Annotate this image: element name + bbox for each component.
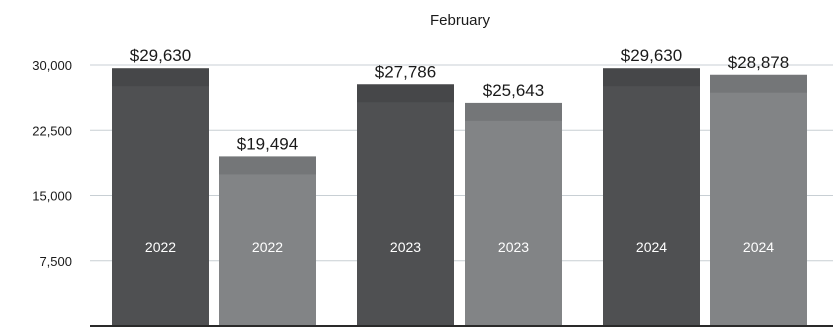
bar <box>603 68 700 327</box>
bar <box>357 84 454 326</box>
bar-top-shade <box>112 68 209 87</box>
bar-top-shade <box>603 68 700 87</box>
category-label: 2022 <box>252 239 283 255</box>
data-label: $19,494 <box>237 134 298 153</box>
category-label: 2024 <box>743 239 774 255</box>
bars: $29,630 2022 $19,494 2022 $27,786 2023 $25,643… <box>112 46 807 327</box>
bar-top-shade <box>710 74 807 93</box>
category-label: 2023 <box>498 239 529 255</box>
bar-top-shade <box>465 102 562 121</box>
grid-lines <box>90 64 833 262</box>
data-label: $29,630 <box>130 46 191 65</box>
bar <box>710 74 807 326</box>
y-tick-label: 7,500 <box>39 254 72 269</box>
chart-title: February <box>430 12 491 29</box>
data-label: $27,786 <box>375 62 436 81</box>
bar-top-shade <box>219 156 316 175</box>
y-tick-label: 22,500 <box>32 123 72 138</box>
category-label: 2022 <box>145 239 176 255</box>
y-tick-label: 30,000 <box>32 58 72 73</box>
category-label: 2024 <box>636 239 667 255</box>
bar <box>112 68 209 327</box>
data-label: $28,878 <box>728 53 789 72</box>
bar-top-shade <box>357 84 454 103</box>
y-tick-label: 15,000 <box>32 189 72 204</box>
category-label: 2023 <box>390 239 421 255</box>
data-label: $25,643 <box>483 81 544 100</box>
y-axis-ticks: 7,500 15,000 22,500 30,000 <box>32 58 72 269</box>
bar <box>465 102 562 326</box>
bar <box>219 156 316 326</box>
data-label: $29,630 <box>621 46 682 65</box>
